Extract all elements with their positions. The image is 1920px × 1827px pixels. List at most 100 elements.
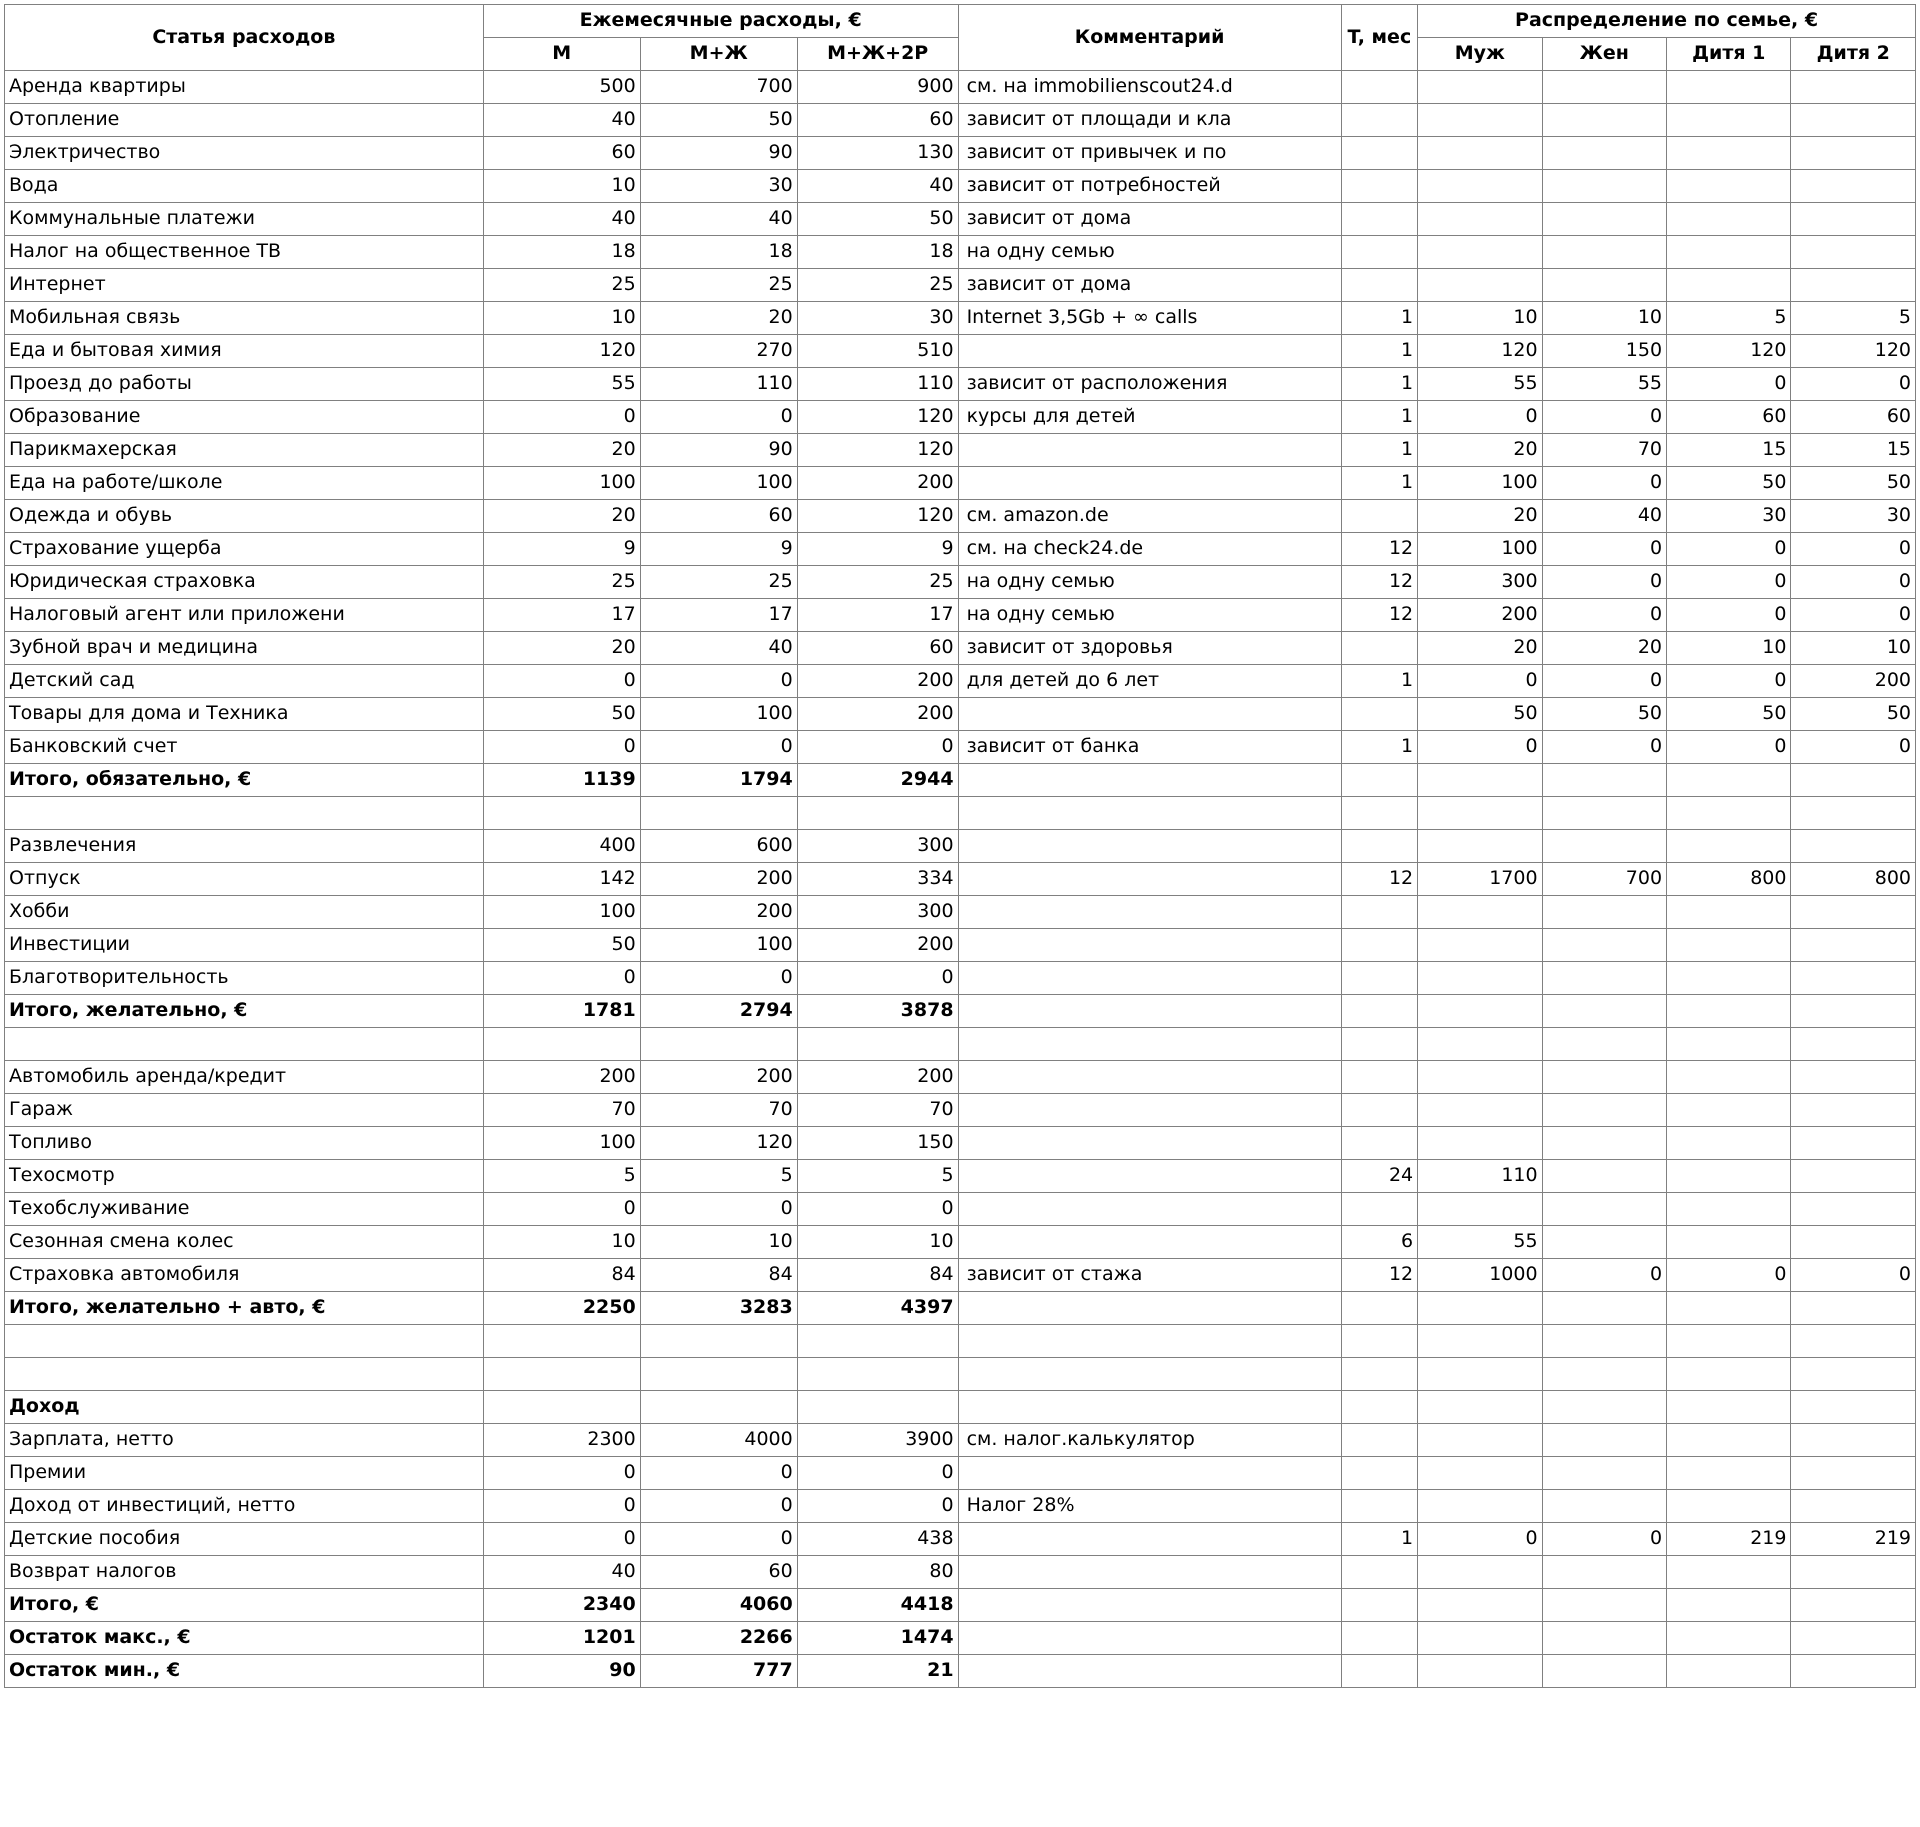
label-cell: Топливо xyxy=(5,1127,484,1160)
col-wife-cell: 0 xyxy=(1542,599,1666,632)
empty-cell xyxy=(5,1358,484,1391)
col-child1-cell xyxy=(1667,170,1791,203)
col-husband-cell xyxy=(1418,236,1542,269)
col-wife-cell: 0 xyxy=(1542,1259,1666,1292)
col-child1-cell: 800 xyxy=(1667,863,1791,896)
col-husband-cell xyxy=(1418,1292,1542,1325)
col-child2-cell: 120 xyxy=(1791,335,1916,368)
empty-cell xyxy=(1667,1028,1791,1061)
col-m-cell: 90 xyxy=(483,1655,640,1688)
col-wife-cell xyxy=(1542,962,1666,995)
col-t-cell xyxy=(1341,962,1418,995)
col-mw2-cell: 334 xyxy=(797,863,958,896)
label-cell: Доход xyxy=(5,1391,484,1424)
col-wife-cell: 0 xyxy=(1542,665,1666,698)
table-row: Гараж707070 xyxy=(5,1094,1916,1127)
table-row: Коммунальные платежи404050зависит от дом… xyxy=(5,203,1916,236)
col-mw2-cell: 84 xyxy=(797,1259,958,1292)
empty-cell xyxy=(958,1325,1341,1358)
col-t-cell xyxy=(1341,203,1418,236)
col-wife-cell xyxy=(1542,236,1666,269)
col-mw2-cell: 40 xyxy=(797,170,958,203)
empty-cell xyxy=(1791,797,1916,830)
col-t-cell xyxy=(1341,1391,1418,1424)
col-m-cell: 2300 xyxy=(483,1424,640,1457)
col-t-cell: 12 xyxy=(1341,599,1418,632)
col-husband-cell: 20 xyxy=(1418,632,1542,665)
col-wife-cell xyxy=(1542,1655,1666,1688)
col-child1-cell xyxy=(1667,896,1791,929)
table-row: Остаток макс., €120122661474 xyxy=(5,1622,1916,1655)
col-wife-cell: 20 xyxy=(1542,632,1666,665)
comment-cell: курсы для детей xyxy=(958,401,1341,434)
empty-cell xyxy=(1418,1325,1542,1358)
label-cell: Мобильная связь xyxy=(5,302,484,335)
col-m-cell: 142 xyxy=(483,863,640,896)
col-mw2-cell: 438 xyxy=(797,1523,958,1556)
col-m-cell: 1201 xyxy=(483,1622,640,1655)
empty-cell xyxy=(640,1358,797,1391)
col-child1-cell xyxy=(1667,1061,1791,1094)
empty-cell xyxy=(5,1028,484,1061)
header-mw2: М+Ж+2Р xyxy=(797,38,958,71)
header-article: Статья расходов xyxy=(5,5,484,71)
col-mw2-cell: 0 xyxy=(797,962,958,995)
col-wife-cell xyxy=(1542,203,1666,236)
col-t-cell: 1 xyxy=(1341,665,1418,698)
col-t-cell xyxy=(1341,698,1418,731)
label-cell: Парикмахерская xyxy=(5,434,484,467)
label-cell: Техобслуживание xyxy=(5,1193,484,1226)
empty-cell xyxy=(1418,797,1542,830)
col-mw-cell: 0 xyxy=(640,1457,797,1490)
col-husband-cell xyxy=(1418,1457,1542,1490)
col-mw-cell: 600 xyxy=(640,830,797,863)
table-row: Страховка автомобиля848484зависит от ста… xyxy=(5,1259,1916,1292)
col-m-cell: 1781 xyxy=(483,995,640,1028)
table-row: Одежда и обувь2060120см. amazon.de204030… xyxy=(5,500,1916,533)
col-child1-cell: 50 xyxy=(1667,698,1791,731)
empty-cell xyxy=(1341,1325,1418,1358)
col-husband-cell xyxy=(1418,203,1542,236)
table-row: Аренда квартиры500700900см. на immobilie… xyxy=(5,71,1916,104)
col-mw-cell: 60 xyxy=(640,500,797,533)
table-row: Еда на работе/школе100100200110005050 xyxy=(5,467,1916,500)
col-mw2-cell: 130 xyxy=(797,137,958,170)
table-row: Товары для дома и Техника501002005050505… xyxy=(5,698,1916,731)
comment-cell: Налог 28% xyxy=(958,1490,1341,1523)
col-child1-cell xyxy=(1667,1622,1791,1655)
table-row: Инвестиции50100200 xyxy=(5,929,1916,962)
col-m-cell: 25 xyxy=(483,566,640,599)
col-child2-cell xyxy=(1791,1061,1916,1094)
col-child1-cell xyxy=(1667,1391,1791,1424)
label-cell: Гараж xyxy=(5,1094,484,1127)
col-husband-cell: 100 xyxy=(1418,533,1542,566)
col-t-cell: 1 xyxy=(1341,1523,1418,1556)
col-wife-cell xyxy=(1542,1160,1666,1193)
col-husband-cell: 0 xyxy=(1418,731,1542,764)
col-child2-cell xyxy=(1791,104,1916,137)
col-mw2-cell: 0 xyxy=(797,731,958,764)
label-cell: Сезонная смена колес xyxy=(5,1226,484,1259)
empty-cell xyxy=(797,1325,958,1358)
header-family-group: Распределение по семье, € xyxy=(1418,5,1916,38)
comment-cell: зависит от привычек и по xyxy=(958,137,1341,170)
col-wife-cell xyxy=(1542,269,1666,302)
col-m-cell: 20 xyxy=(483,434,640,467)
comment-cell xyxy=(958,896,1341,929)
label-cell: Зарплата, нетто xyxy=(5,1424,484,1457)
col-child2-cell xyxy=(1791,1556,1916,1589)
col-m-cell: 120 xyxy=(483,335,640,368)
col-husband-cell xyxy=(1418,1490,1542,1523)
comment-cell: зависит от дома xyxy=(958,269,1341,302)
col-mw-cell: 25 xyxy=(640,566,797,599)
col-husband-cell: 300 xyxy=(1418,566,1542,599)
col-wife-cell xyxy=(1542,1226,1666,1259)
table-row: Отпуск142200334121700700800800 xyxy=(5,863,1916,896)
table-row: Проезд до работы55110110зависит от распо… xyxy=(5,368,1916,401)
col-husband-cell xyxy=(1418,1061,1542,1094)
empty-cell xyxy=(1791,1358,1916,1391)
col-mw-cell: 0 xyxy=(640,665,797,698)
comment-cell: зависит от площади и кла xyxy=(958,104,1341,137)
empty-cell xyxy=(1542,1325,1666,1358)
col-m-cell: 500 xyxy=(483,71,640,104)
